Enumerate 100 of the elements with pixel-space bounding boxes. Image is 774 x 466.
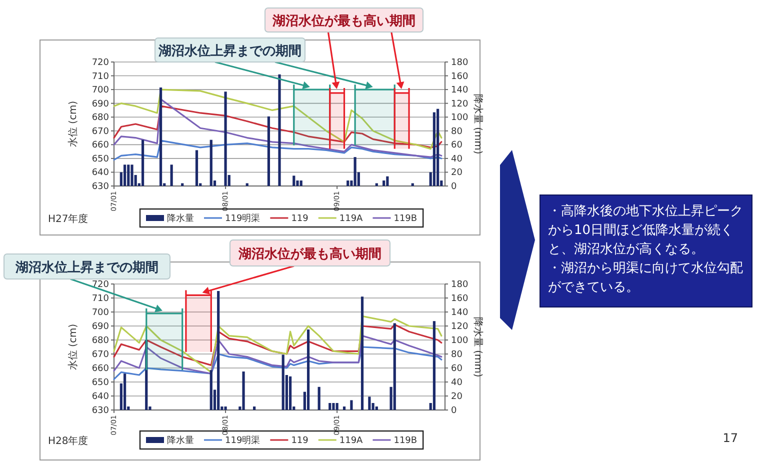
y2-tick-label: 140: [451, 86, 468, 96]
bar: [267, 116, 270, 186]
line-series: [113, 88, 442, 150]
bar: [411, 183, 414, 186]
y2-tick-label: 80: [451, 126, 463, 137]
legend-label: 119明渠: [225, 435, 260, 446]
line-series: [113, 324, 442, 366]
bar: [246, 183, 248, 186]
y-tick-label: 700: [92, 308, 110, 318]
y2-axis-title: 降水量 (mm): [472, 316, 484, 378]
y2-tick-label: 120: [451, 99, 468, 110]
annotation: 湖沼水位上昇までの期間: [14, 260, 158, 276]
bar: [170, 164, 173, 186]
bar: [300, 180, 302, 186]
legend-label: 119A: [339, 214, 364, 224]
y-tick-label: 720: [92, 58, 110, 68]
bar: [332, 403, 335, 410]
y2-tick-label: 20: [451, 168, 463, 178]
bar: [127, 164, 130, 186]
line-series: [113, 335, 442, 374]
bar: [382, 180, 386, 186]
bar: [282, 354, 284, 410]
y2-tick-label: 100: [451, 336, 468, 346]
bar: [354, 157, 356, 186]
line-series: [113, 140, 442, 161]
y2-tick-label: 120: [451, 322, 468, 332]
y-tick-label: 680: [92, 336, 110, 346]
y-tick-label: 660: [92, 364, 110, 374]
legend-label: 119B: [394, 436, 418, 446]
bar: [141, 140, 144, 186]
y-tick-label: 720: [92, 280, 110, 290]
bar: [292, 176, 296, 186]
legend-label: 119A: [339, 436, 364, 446]
y-tick-label: 680: [92, 113, 110, 124]
y-tick-label: 690: [92, 322, 110, 332]
y-tick-label: 670: [92, 126, 110, 137]
bar: [386, 176, 389, 186]
bar: [393, 323, 396, 410]
y-tick-label: 700: [92, 86, 110, 96]
bar: [288, 376, 292, 410]
y-tick-label: 640: [92, 168, 110, 178]
y-tick-label: 640: [92, 392, 110, 402]
y-axis-title: 水位 (cm): [67, 324, 79, 370]
y-tick-label: 650: [92, 154, 110, 164]
text: ・湖沼から明渠に向けて水位勾配ができている。: [548, 261, 743, 295]
bar: [375, 406, 378, 410]
bar: [432, 321, 436, 410]
y2-tick-label: 40: [451, 378, 463, 388]
y2-tick-label: 160: [451, 72, 468, 82]
legend-label: 降水量: [167, 213, 194, 224]
bar: [306, 330, 310, 410]
text: 湖沼水位が最も高い期間: [272, 13, 416, 29]
y2-tick-label: 20: [451, 392, 463, 402]
text: ・高降水後の地下水位上昇ピークから10日間ほど低降水量が続くと、湖沼水位が高くなる。: [548, 203, 743, 257]
line-series: [113, 315, 442, 373]
bar: [328, 403, 332, 410]
bar: [195, 150, 198, 186]
text: H27年度: [48, 213, 88, 225]
y-tick-label: 710: [92, 72, 110, 82]
text: H28年度: [48, 435, 88, 447]
y-tick-label: 690: [92, 99, 110, 110]
y2-tick-label: 100: [451, 113, 468, 124]
y2-tick-label: 160: [451, 294, 468, 304]
bar: [346, 180, 350, 186]
bar: [375, 183, 378, 186]
annotation: 湖沼水位が最も高い期間: [238, 246, 382, 262]
y2-tick-label: 140: [451, 308, 468, 318]
bar: [436, 108, 440, 186]
y2-tick-label: 40: [451, 154, 463, 164]
bar: [342, 406, 346, 410]
y2-tick-label: 0: [451, 182, 457, 192]
legend-label: 119明渠: [225, 213, 260, 224]
bar: [368, 396, 371, 410]
y-tick-label: 660: [92, 140, 110, 151]
y2-tick-label: 180: [451, 58, 468, 68]
bar: [242, 372, 245, 410]
bar: [318, 386, 320, 410]
bar: [360, 296, 364, 410]
bar: [210, 140, 212, 186]
bar: [336, 403, 338, 410]
bar: [123, 164, 126, 186]
line-series: [113, 346, 442, 380]
bar: [217, 291, 220, 410]
bar: [224, 406, 227, 410]
y-tick-label: 670: [92, 350, 110, 360]
y-tick-label: 650: [92, 378, 110, 388]
y-tick-label: 630: [92, 406, 110, 416]
legend-label: 119B: [394, 214, 418, 224]
bar: [159, 87, 162, 186]
bar: [130, 164, 134, 186]
bar: [278, 74, 281, 186]
bar: [253, 406, 256, 410]
bar: [210, 370, 212, 410]
bar: [432, 112, 436, 186]
legend-label: 降水量: [167, 435, 194, 446]
line-series: [113, 105, 442, 148]
bar: [123, 374, 126, 410]
y-axis-title: 水位 (cm): [67, 100, 79, 148]
bar: [350, 400, 353, 410]
bar: [181, 183, 184, 186]
